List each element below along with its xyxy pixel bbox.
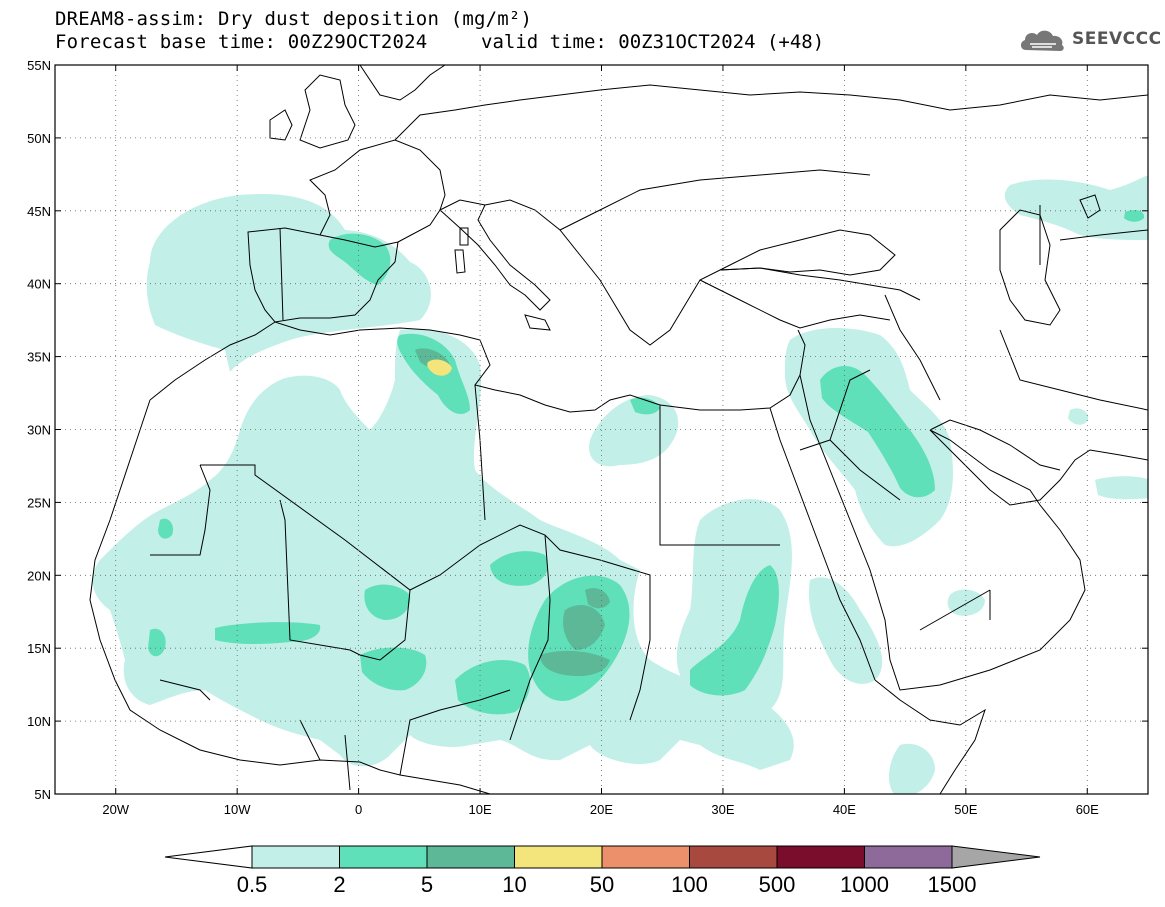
lon-tick-label: 20E bbox=[590, 802, 613, 817]
lat-tick-label: 20N bbox=[27, 568, 51, 583]
colorbar: 0.5 2 5 10 50 100 500 1000 1500 bbox=[164, 845, 1041, 897]
gridlines bbox=[55, 65, 1148, 794]
lat-tick-label: 15N bbox=[27, 641, 51, 656]
lat-tick-label: 30N bbox=[27, 423, 51, 438]
axis-ticks bbox=[55, 64, 1148, 795]
colorbar-segment bbox=[251, 845, 340, 869]
colorbar-label: 2 bbox=[333, 872, 345, 897]
colorbar-label: 1000 bbox=[840, 872, 889, 897]
colorbar-label: 5 bbox=[421, 872, 433, 897]
lat-tick-label: 5N bbox=[34, 787, 51, 802]
lon-tick-label: 20W bbox=[102, 802, 129, 817]
colorbar-label: 500 bbox=[759, 872, 796, 897]
dust-deposition-shading bbox=[92, 175, 1148, 794]
colorbar-segment bbox=[514, 845, 603, 869]
colorbar-label: 10 bbox=[502, 872, 526, 897]
colorbar-high-triangle bbox=[951, 845, 1041, 869]
lat-tick-label: 55N bbox=[27, 58, 51, 73]
lat-tick-label: 35N bbox=[27, 350, 51, 365]
colorbar-segment bbox=[776, 845, 865, 869]
lat-tick-label: 10N bbox=[27, 714, 51, 729]
colorbar-label: 50 bbox=[590, 872, 614, 897]
colorbar-low-triangle bbox=[164, 845, 253, 869]
longitude-labels: 20W 10W 0 10E 20E 30E 40E 50E 60E bbox=[102, 802, 1099, 817]
lat-tick-label: 50N bbox=[27, 131, 51, 146]
colorbar-label: 1500 bbox=[928, 872, 977, 897]
colorbar-label: 100 bbox=[671, 872, 708, 897]
lon-tick-label: 30E bbox=[711, 802, 734, 817]
forecast-base-time: Forecast base time: 00Z29OCT2024 bbox=[55, 31, 428, 53]
lat-tick-label: 40N bbox=[27, 277, 51, 292]
logo-text: SEEVCCC bbox=[1072, 29, 1162, 49]
colorbar-segment bbox=[426, 845, 515, 869]
lon-tick-label: 60E bbox=[1076, 802, 1099, 817]
lat-tick-label: 45N bbox=[27, 204, 51, 219]
latitude-labels: 55N 50N 45N 40N 35N 30N 25N 20N 15N 10N 5N bbox=[27, 58, 51, 802]
cloud-icon bbox=[1020, 30, 1064, 51]
lat-tick-label: 25N bbox=[27, 495, 51, 510]
valid-time: valid time: 00Z31OCT2024 (+48) bbox=[481, 31, 825, 53]
lon-tick-label: 50E bbox=[954, 802, 977, 817]
chart-title: DREAM8-assim: Dry dust deposition (mg/m²… bbox=[55, 8, 533, 30]
lon-tick-label: 10E bbox=[468, 802, 491, 817]
colorbar-segment bbox=[601, 845, 690, 869]
colorbar-segment bbox=[689, 845, 778, 869]
colorbar-label: 0.5 bbox=[237, 872, 268, 897]
colorbar-segment bbox=[339, 845, 428, 869]
lon-tick-label: 10W bbox=[224, 802, 251, 817]
colorbar-segment bbox=[864, 845, 953, 869]
lon-tick-label: 0 bbox=[355, 802, 362, 817]
lon-tick-label: 40E bbox=[833, 802, 856, 817]
